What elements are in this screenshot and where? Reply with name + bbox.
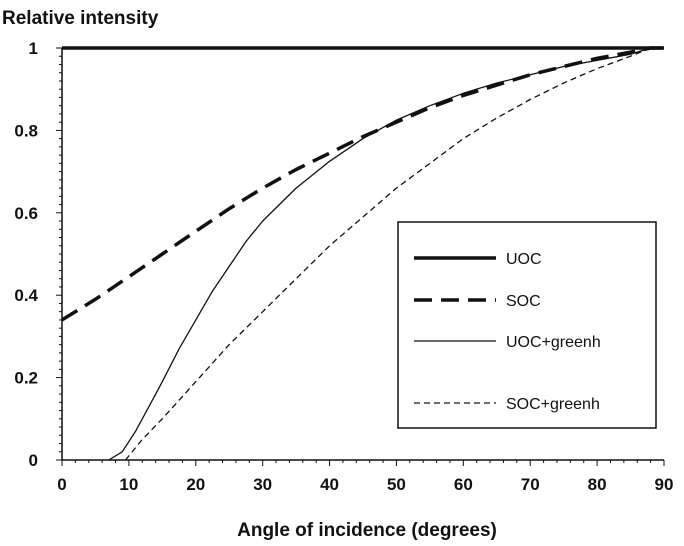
series-line-3 bbox=[108, 47, 664, 461]
legend-label: UOC+greenh bbox=[506, 334, 601, 351]
x-tick-label: 80 bbox=[588, 475, 607, 494]
legend-label: SOC+greenh bbox=[506, 396, 600, 413]
x-tick-label: 60 bbox=[454, 475, 473, 494]
y-ticks: 0 0.2 0.4 0.6 0.8 1 bbox=[14, 39, 62, 470]
legend-label: UOC bbox=[506, 251, 542, 268]
x-tick-label: 20 bbox=[186, 475, 205, 494]
y-tick-label: 0 bbox=[29, 451, 38, 470]
x-tick-label: 30 bbox=[253, 475, 272, 494]
y-tick-label: 0.4 bbox=[14, 286, 38, 305]
y-tick-label: 0.2 bbox=[14, 369, 38, 388]
x-tick-label: 70 bbox=[521, 475, 540, 494]
y-tick-label: 1 bbox=[29, 39, 38, 58]
x-tick-label: 10 bbox=[119, 475, 138, 494]
x-tick-label: 0 bbox=[57, 475, 66, 494]
y-axis-title: Relative intensity bbox=[2, 8, 159, 29]
legend-label: SOC bbox=[506, 293, 541, 310]
y-tick-label: 0.8 bbox=[14, 121, 38, 140]
x-tick-label: 50 bbox=[387, 475, 406, 494]
x-ticks: 0 10 20 30 40 50 60 70 80 90 bbox=[57, 460, 673, 494]
series-lines bbox=[61, 46, 664, 461]
x-axis-title: Angle of incidence (degrees) bbox=[237, 520, 497, 541]
series-line-2 bbox=[61, 46, 664, 322]
y-tick-label: 0.6 bbox=[14, 204, 38, 223]
legend: UOC SOC UOC+greenh SOC+greenh bbox=[397, 221, 657, 429]
x-tick-label: 90 bbox=[655, 475, 674, 494]
x-tick-label: 40 bbox=[320, 475, 339, 494]
series-line-4 bbox=[124, 47, 664, 461]
